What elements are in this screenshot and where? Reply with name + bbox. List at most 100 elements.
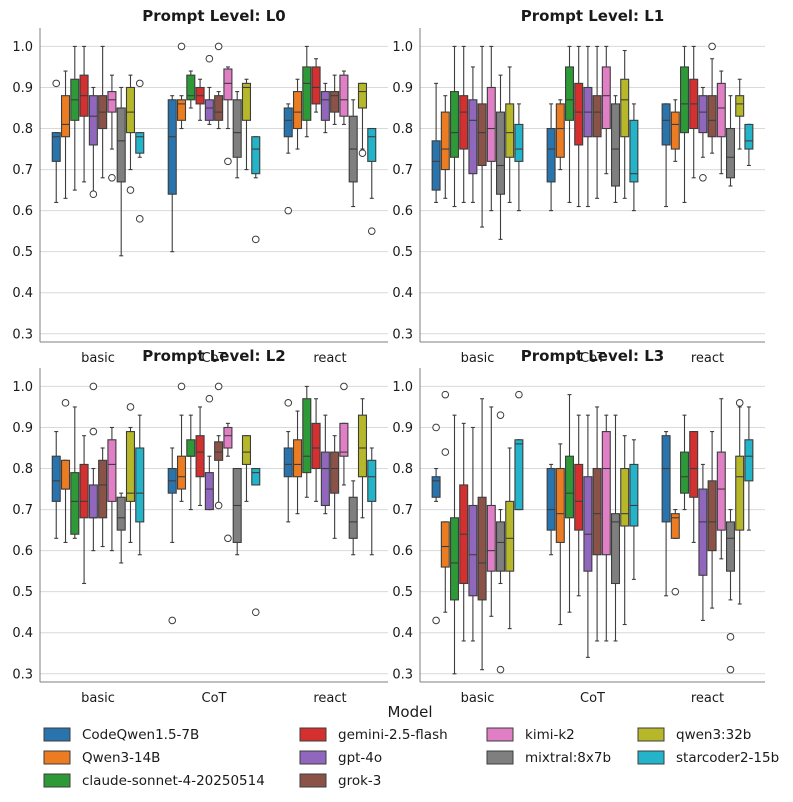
box-iqr xyxy=(186,439,196,457)
box-gemini-2.5-flash xyxy=(689,45,699,179)
box-gpt-4o xyxy=(583,414,593,658)
box-gpt-4o xyxy=(204,394,214,511)
legend-item: starcoder2-15b xyxy=(637,750,779,766)
box-iqr xyxy=(679,451,690,494)
y-tick-label: 0.4 xyxy=(392,626,413,641)
box-mixtral:8x7b xyxy=(348,480,358,556)
box-claude-sonnet-4-20250514 xyxy=(302,385,312,498)
box-gemini-2.5-flash xyxy=(459,422,469,642)
box-iqr xyxy=(302,398,312,474)
box-iqr xyxy=(555,467,565,543)
box-grok-3 xyxy=(477,45,487,228)
box-starcoder2-15b xyxy=(367,447,377,556)
outlier-point xyxy=(515,390,523,399)
y-tick-label: 0.3 xyxy=(12,327,33,342)
box-starcoder2-15b xyxy=(251,136,261,244)
box-iqr xyxy=(555,103,565,158)
outlier-point xyxy=(367,227,376,235)
x-tick-label: react xyxy=(691,351,724,366)
box-iqr xyxy=(468,99,478,175)
box-kimi-k2 xyxy=(339,70,349,125)
box-iqr xyxy=(60,459,71,490)
box-iqr xyxy=(735,455,745,531)
legend-item: gpt-4o xyxy=(299,750,382,766)
y-tick-label: 1.0 xyxy=(12,380,33,395)
box-iqr xyxy=(51,132,61,162)
x-tick-label: basic xyxy=(461,691,495,706)
box-Qwen3-14B xyxy=(670,509,680,596)
box-iqr xyxy=(357,414,368,478)
box-qwen3:32b xyxy=(620,49,630,199)
box-iqr xyxy=(707,480,717,552)
legend-item: grok-3 xyxy=(299,773,381,789)
outlier-point xyxy=(89,382,98,391)
legend-swatch xyxy=(43,727,71,742)
box-qwen3:32b xyxy=(125,403,136,543)
box-iqr xyxy=(744,439,754,482)
box-Qwen3-14B xyxy=(555,99,565,171)
box-CodeQwen1.5-7B xyxy=(51,79,61,203)
outlier-point xyxy=(496,411,505,419)
y-tick-label: 0.9 xyxy=(12,81,33,96)
box-Qwen3-14B xyxy=(292,410,303,515)
outlier-point xyxy=(168,616,177,625)
box-starcoder2-15b xyxy=(514,390,524,511)
box-iqr xyxy=(698,95,708,134)
box-claude-sonnet-4-20250514 xyxy=(449,45,460,208)
panel-1: 0.3 0.4 0.5 0.6 0.7 0.8 0.9 1.0 Prompt Level: L0… xyxy=(12,7,388,366)
outlier-point xyxy=(89,427,98,436)
box-iqr xyxy=(468,504,478,597)
box-iqr xyxy=(88,95,98,146)
box-iqr xyxy=(135,447,145,523)
box-iqr xyxy=(495,111,506,195)
box-iqr xyxy=(320,451,330,507)
x-tick-label: react xyxy=(313,351,346,366)
y-tick-label: 0.5 xyxy=(12,585,33,600)
box-iqr xyxy=(302,66,312,121)
box-gemini-2.5-flash xyxy=(574,45,584,208)
y-tick-label: 0.8 xyxy=(12,462,33,477)
legend-item: Qwen3-14B xyxy=(43,750,160,766)
y-tick-label: 0.4 xyxy=(12,626,33,641)
y-tick-label: 0.6 xyxy=(392,204,413,219)
box-iqr xyxy=(716,451,726,531)
box-CodeQwen1.5-7B xyxy=(661,431,671,597)
outlier-point xyxy=(126,186,135,194)
legend-label: starcoder2-15b xyxy=(676,750,779,766)
outlier-point xyxy=(708,42,716,51)
box-kimi-k2 xyxy=(223,422,233,543)
legend-label: claude-sonnet-4-20250514 xyxy=(82,773,265,789)
box-iqr xyxy=(661,103,671,146)
box-qwen3:32b xyxy=(735,78,745,150)
box-CodeQwen1.5-7B xyxy=(431,423,441,625)
x-tick-label: react xyxy=(313,691,346,706)
x-tick-label: CoT xyxy=(580,351,605,366)
outlier-point xyxy=(671,587,680,596)
box-iqr xyxy=(348,496,358,539)
box-claude-sonnet-4-20250514 xyxy=(186,70,196,109)
box-iqr xyxy=(725,127,736,179)
box-iqr xyxy=(440,111,450,171)
box-iqr xyxy=(232,99,242,158)
y-tick-label: 0.8 xyxy=(12,122,33,137)
box-iqr xyxy=(459,95,469,150)
y-tick-label: 1.0 xyxy=(392,380,413,395)
box-iqr xyxy=(449,517,460,601)
y-tick-label: 0.7 xyxy=(12,163,33,178)
x-tick-label: CoT xyxy=(202,351,227,366)
box-gpt-4o xyxy=(583,45,593,208)
box-iqr xyxy=(735,95,745,117)
box-gemini-2.5-flash xyxy=(195,78,205,121)
legend-item: kimi-k2 xyxy=(486,727,575,743)
box-kimi-k2 xyxy=(601,414,611,642)
x-tick-label: basic xyxy=(81,351,115,366)
box-iqr xyxy=(725,521,736,572)
box-iqr xyxy=(564,455,575,519)
outlier-point xyxy=(177,382,186,391)
box-iqr xyxy=(251,136,261,175)
box-gemini-2.5-flash xyxy=(689,431,699,543)
box-gpt-4o xyxy=(88,86,98,199)
box-Qwen3-14B xyxy=(60,70,71,199)
box-iqr xyxy=(592,467,602,556)
box-iqr xyxy=(223,426,233,449)
